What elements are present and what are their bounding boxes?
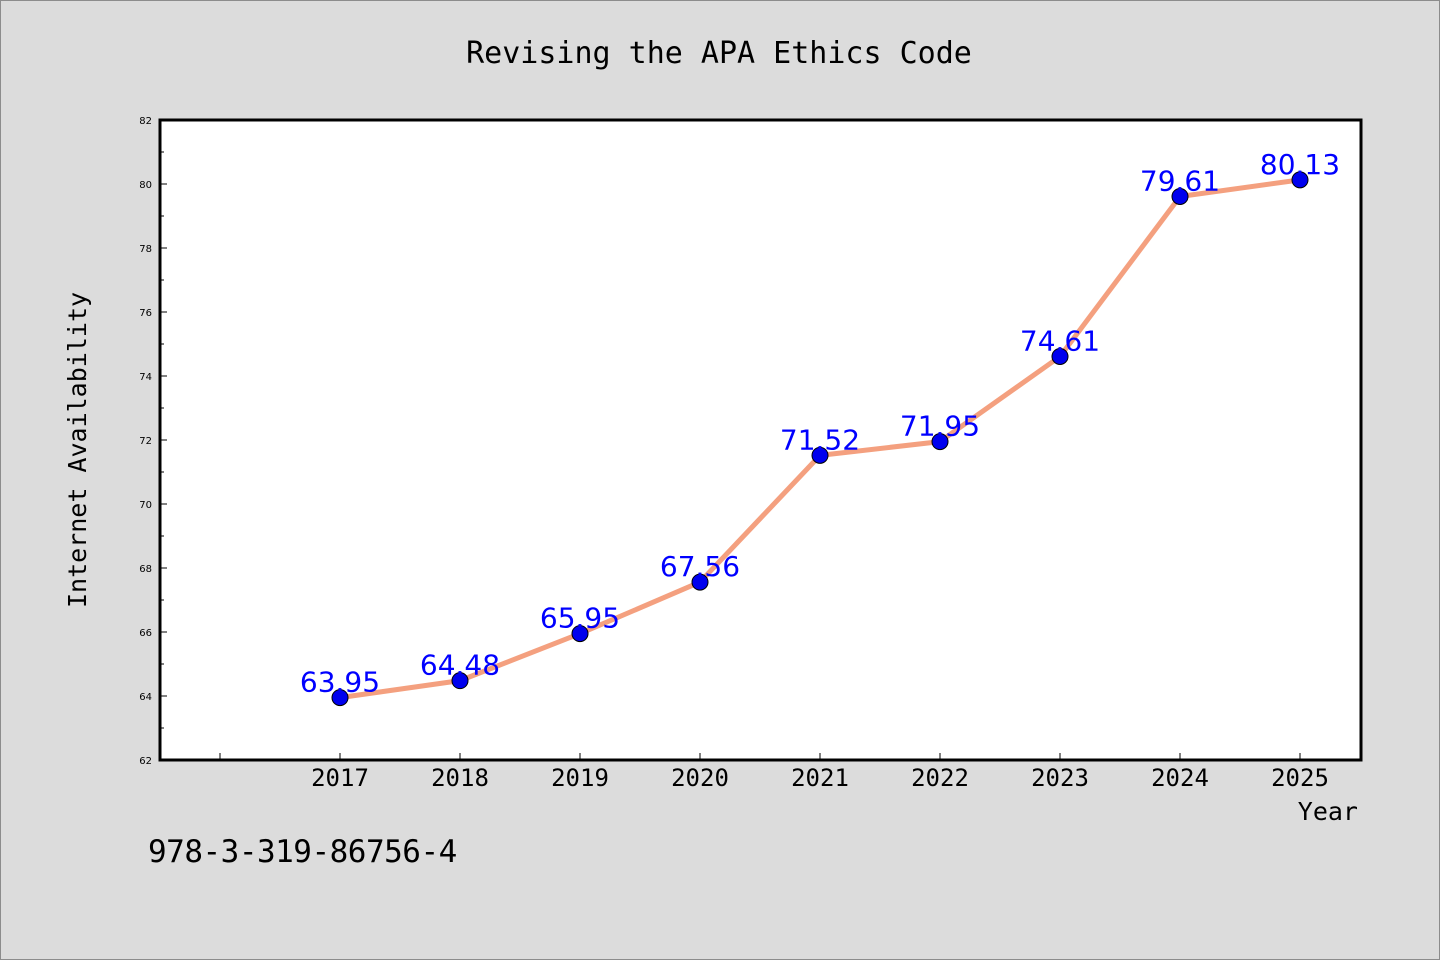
- x-tick-label: 2020: [671, 764, 729, 792]
- data-point: [811, 446, 829, 464]
- y-tick-label: 74: [139, 372, 152, 383]
- y-tick-label: 78: [139, 244, 152, 255]
- x-tick-label: 2019: [551, 764, 609, 792]
- y-tick-label: 64: [139, 692, 152, 703]
- chart-title: Revising the APA Ethics Code: [466, 36, 972, 71]
- data-point: [931, 433, 949, 451]
- data-label: 74.61: [1020, 324, 1100, 357]
- y-tick-label: 82: [139, 116, 152, 127]
- y-tick-label: 76: [139, 308, 152, 319]
- y-axis-ticks: 62 64 66 68 70 72 74 76 78 80 82: [139, 116, 167, 767]
- series-layer: 63.95 64.48 65.95 67.56 71.52 71.95 74.61 79.61…: [300, 148, 1340, 707]
- data-point: [1171, 187, 1189, 205]
- data-point: [451, 672, 469, 690]
- data-label: 67.56: [660, 550, 740, 583]
- data-point: [1291, 171, 1309, 189]
- x-tick-label: 2022: [911, 764, 969, 792]
- data-label: 64.48: [420, 649, 500, 682]
- data-point: [691, 573, 709, 591]
- y-tick-label: 68: [139, 564, 152, 575]
- x-tick-label: 2024: [1151, 764, 1209, 792]
- x-tick-label: 2017: [311, 764, 369, 792]
- data-label: 71.52: [780, 423, 860, 456]
- y-tick-label: 70: [139, 500, 152, 511]
- data-point: [571, 625, 589, 643]
- footer-identifier: 978-3-319-86756-4: [148, 834, 457, 870]
- x-axis-ticks: 2017 2018 2019 2020 2021 2022 2023 2024 2025: [219, 753, 1329, 792]
- x-tick-label: 2018: [431, 764, 489, 792]
- plot-area: [158, 118, 1363, 762]
- y-tick-label: 72: [139, 436, 152, 447]
- data-label: 79.61: [1140, 164, 1220, 197]
- y-axis-label: Internet Availability: [63, 292, 92, 608]
- y-tick-label: 62: [139, 756, 152, 767]
- data-point: [331, 689, 349, 707]
- data-label: 65.95: [540, 602, 620, 635]
- x-tick-label: 2021: [791, 764, 849, 792]
- data-label: 63.95: [300, 666, 380, 699]
- data-label: 80.13: [1260, 148, 1340, 181]
- data-label: 71.95: [900, 410, 980, 443]
- x-tick-label: 2025: [1271, 764, 1329, 792]
- x-axis-label: Year: [1298, 797, 1358, 826]
- y-tick-label: 80: [139, 180, 152, 191]
- x-tick-label: 2023: [1031, 764, 1089, 792]
- data-point: [1051, 347, 1069, 365]
- y-tick-label: 66: [139, 628, 152, 639]
